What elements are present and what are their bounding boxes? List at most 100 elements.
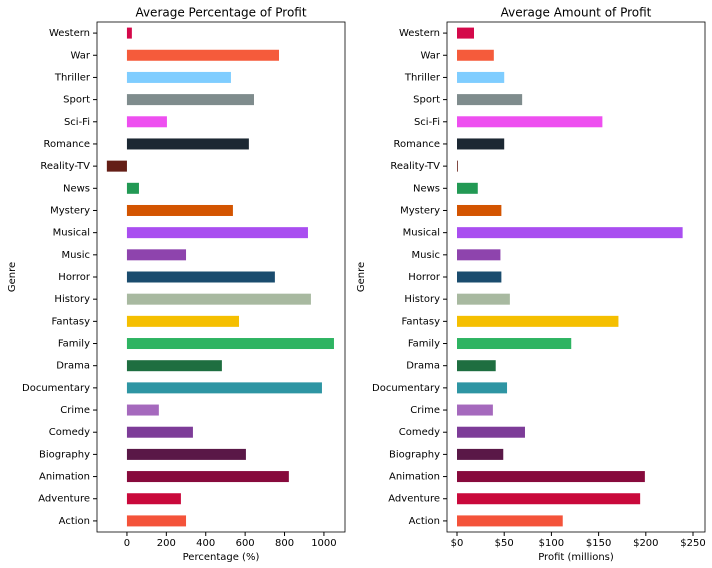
plot-frame [446,21,706,533]
bar [457,27,474,39]
y-tick-label: Music [412,250,440,261]
bar [457,471,645,483]
bar [126,182,139,194]
y-tick-label: Mystery [50,205,90,216]
bar [126,471,289,483]
x-tick-label: 200 [157,538,176,549]
y-tick-label: Thriller [54,72,91,83]
bar [457,182,478,194]
y-tick-label: Adventure [388,494,440,505]
y-tick-label: Reality-TV [40,161,90,172]
bar [126,27,132,39]
y-tick-label: Family [58,339,90,350]
y-tick-label: Sci-Fi [414,117,440,128]
bar [457,160,458,172]
bar [457,227,683,239]
x-tick-label: 600 [236,538,255,549]
y-tick-label: Thriller [404,72,441,83]
y-tick-label: Romance [44,139,90,150]
bar [457,448,504,460]
y-tick-label: Fantasy [402,316,441,327]
y-tick-label: Drama [406,361,440,372]
x-tick-label: $150 [586,538,611,549]
y-tick-label: History [54,294,90,305]
y-tick-label: Documentary [372,383,440,394]
y-tick-label: Music [62,250,90,261]
x-tick-label: $100 [539,538,564,549]
y-tick-label: Mystery [400,205,440,216]
y-tick-label: Comedy [49,427,90,438]
bar [126,293,311,305]
x-tick-label: $250 [680,538,705,549]
bar [126,49,280,61]
y-tick-label: Reality-TV [390,161,440,172]
y-tick-label: Biography [39,449,90,460]
plot-frame [96,21,346,533]
bar [457,94,523,106]
y-tick-label: Western [49,28,90,39]
bar [106,160,127,172]
y-tick-label: Animation [389,472,440,483]
bar [126,249,187,261]
y-tick-label: Action [59,516,90,527]
bar [457,138,505,150]
bar [457,404,493,416]
y-axis-label: Genre [356,262,367,292]
bar [126,204,233,216]
bar [126,404,159,416]
bar [457,315,619,327]
bar [126,71,231,83]
bar [126,382,322,394]
bar [457,71,505,83]
bar [457,49,494,61]
x-tick-label: $0 [451,538,464,549]
bar [126,94,254,106]
chart-title: Average Amount of Profit [501,6,652,20]
y-tick-label: News [413,183,440,194]
y-tick-label: Musical [53,228,90,239]
y-tick-label: Horror [58,272,91,283]
x-tick-label: $200 [633,538,658,549]
y-tick-label: War [421,50,441,61]
bar [126,315,240,327]
y-tick-label: Horror [408,272,441,283]
bar [126,227,308,239]
y-tick-label: War [71,50,91,61]
y-tick-label: Musical [403,228,440,239]
y-tick-label: Drama [56,361,90,372]
bar [126,271,275,283]
y-tick-label: Documentary [22,383,90,394]
y-tick-label: Romance [394,139,440,150]
bar [457,116,603,128]
bar [457,271,502,283]
bar [126,138,249,150]
y-tick-label: Crime [60,405,90,416]
bar [126,360,222,372]
bar [457,515,563,527]
y-tick-label: Animation [39,472,90,483]
x-tick-label: 1000 [311,538,336,549]
bar [457,426,525,438]
y-tick-label: Sport [63,95,90,106]
y-tick-label: Biography [389,449,440,460]
x-tick-label: 400 [196,538,215,549]
bar [457,382,508,394]
y-tick-label: Action [409,516,440,527]
y-tick-label: Western [399,28,440,39]
bar [126,426,193,438]
x-tick-label: 0 [124,538,130,549]
bar [457,338,572,350]
bar [457,493,641,505]
bar [126,515,187,527]
bar [457,360,496,372]
bar [457,204,502,216]
y-tick-label: Crime [410,405,440,416]
y-tick-label: Sport [413,95,440,106]
x-tick-label: $50 [495,538,514,549]
y-tick-label: News [63,183,90,194]
y-tick-label: Comedy [399,427,440,438]
y-tick-label: History [404,294,440,305]
bar [126,493,181,505]
x-axis-label: Percentage (%) [183,552,260,563]
